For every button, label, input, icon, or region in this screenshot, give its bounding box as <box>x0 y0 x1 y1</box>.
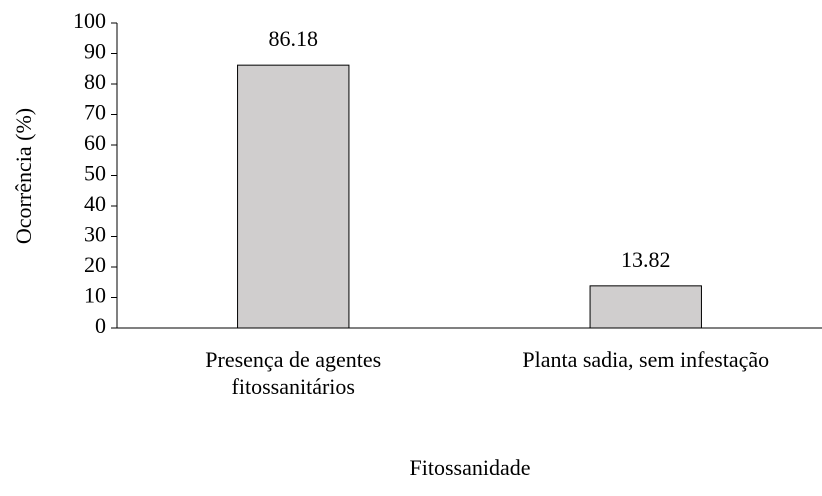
y-tick-label: 0 <box>95 313 106 338</box>
x-axis-title: Fitossanidade <box>410 455 531 480</box>
y-tick-label: 10 <box>84 283 106 308</box>
bar <box>237 64 350 329</box>
y-tick-label: 60 <box>84 130 106 155</box>
y-tick-label: 30 <box>84 222 106 247</box>
x-tick-label: Planta sadia, sem infestação <box>522 347 770 372</box>
y-tick-label: 50 <box>84 161 106 186</box>
y-tick-label: 20 <box>84 252 106 277</box>
y-tick-label: 90 <box>84 39 106 64</box>
y-tick-label: 70 <box>84 100 106 125</box>
y-axis-title: Ocorrência (%) <box>11 108 36 244</box>
y-tick-label: 40 <box>84 191 106 216</box>
value-label: 86.18 <box>269 26 319 51</box>
y-tick-label: 100 <box>73 8 106 33</box>
x-tick-label: Presença de agentes fitossanitários <box>205 347 382 399</box>
y-tick-label: 80 <box>84 69 106 94</box>
bar <box>589 285 702 329</box>
value-label: 13.82 <box>621 247 671 272</box>
